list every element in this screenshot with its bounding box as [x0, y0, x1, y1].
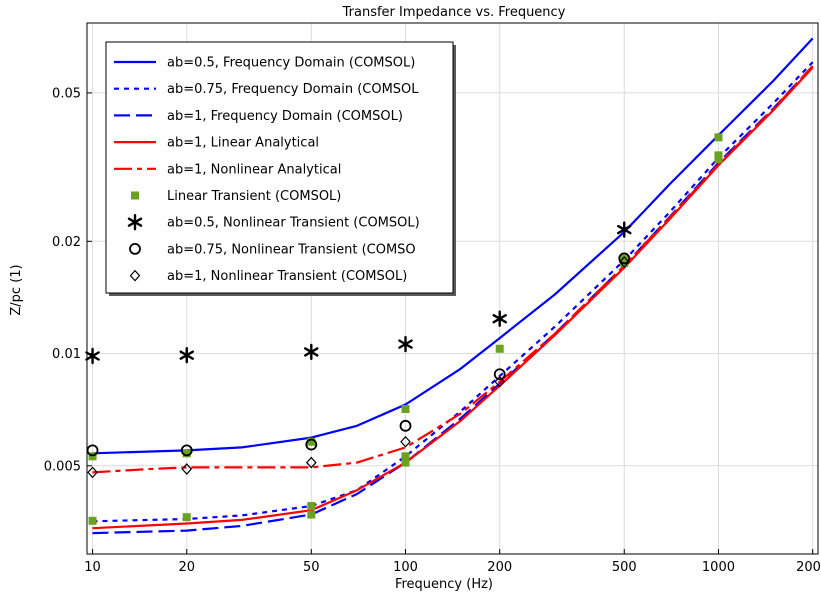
- legend-label: ab=1, Nonlinear Transient (COMSOL): [167, 269, 407, 284]
- data-point: [86, 444, 99, 457]
- x-axis-label: Frequency (Hz): [395, 577, 493, 592]
- series-line-1: [92, 61, 814, 523]
- legend-label: ab=1, Linear Analytical: [167, 136, 319, 151]
- data-point: [398, 335, 413, 353]
- data-point: [401, 452, 410, 461]
- legend-swatch: [129, 269, 141, 282]
- data-point: [618, 256, 630, 268]
- x-tick-label: 50: [303, 560, 320, 575]
- legend-label: ab=0.5, Nonlinear Transient (COMSOL): [167, 216, 420, 231]
- series-markers-8: [87, 256, 630, 479]
- legend-label: Linear Transient (COMSOL): [167, 189, 341, 204]
- data-point: [307, 510, 316, 519]
- data-point: [179, 346, 195, 364]
- data-point: [305, 438, 318, 451]
- series-line-4: [92, 65, 814, 474]
- data-point: [400, 435, 411, 448]
- data-point: [85, 347, 100, 365]
- legend-item-5: Linear Transient (COMSOL): [131, 189, 341, 204]
- data-point: [305, 456, 317, 469]
- y-tick-label: 0.02: [52, 235, 81, 250]
- data-point: [714, 155, 723, 164]
- legend-item-1: ab=0.75, Frequency Domain (COMSOL: [114, 82, 419, 97]
- x-tick-label: 20: [178, 560, 195, 575]
- legend-label: ab=1, Nonlinear Analytical: [167, 162, 341, 177]
- x-tick-label: 100: [393, 560, 418, 575]
- data-point: [307, 502, 316, 511]
- legend-label: ab=1, Frequency Domain (COMSOL): [167, 109, 403, 124]
- asterisk-stroke: [304, 347, 319, 357]
- legend-swatch: [131, 191, 139, 200]
- data-point: [399, 419, 412, 432]
- data-point: [401, 458, 410, 467]
- series-line-0: [92, 37, 814, 455]
- legend-swatch: [127, 213, 143, 231]
- data-point: [304, 343, 319, 361]
- y-tick-label: 0.05: [52, 86, 81, 101]
- asterisk-stroke: [492, 314, 507, 324]
- data-point: [307, 437, 316, 446]
- legend-item-3: ab=1, Linear Analytical: [114, 136, 319, 151]
- legend-box: [105, 41, 454, 294]
- legend-label: ab=0.5, Frequency Domain (COMSOL): [167, 56, 415, 71]
- asterisk-stroke: [85, 351, 100, 361]
- legend-label: ab=0.75, Nonlinear Transient (COMSO: [167, 242, 416, 257]
- chart-title: Transfer Impedance vs. Frequency: [342, 5, 566, 20]
- asterisk-stroke: [398, 339, 413, 349]
- asterisk-stroke: [127, 217, 143, 227]
- data-point: [492, 310, 507, 327]
- data-point: [87, 466, 98, 479]
- data-point: [88, 452, 97, 461]
- x-tick-label: 1000: [702, 560, 735, 575]
- data-point: [616, 221, 632, 238]
- legend-item-7: ab=0.75, Nonlinear Transient (COMSO: [129, 242, 416, 257]
- legend-label: ab=0.75, Frequency Domain (COMSOL: [167, 82, 419, 97]
- data-point: [618, 252, 631, 265]
- legend: ab=0.5, Frequency Domain (COMSOL) ab=0.75…: [105, 41, 456, 296]
- data-point: [620, 254, 629, 263]
- data-point: [495, 344, 504, 353]
- series-markers-7: [86, 252, 631, 457]
- y-tick-label: 0.005: [44, 459, 81, 474]
- x-tick-label: 10: [84, 560, 101, 575]
- y-axis-label: Z/pc (1): [9, 264, 24, 315]
- legend-item-8: ab=1, Nonlinear Transient (COMSOL): [129, 269, 407, 284]
- plot-frame: [86, 22, 819, 555]
- legend-item-4: ab=1, Nonlinear Analytical: [114, 162, 341, 177]
- asterisk-stroke: [179, 350, 195, 360]
- data-point: [182, 449, 191, 458]
- legend-item-2: ab=1, Frequency Domain (COMSOL): [114, 109, 403, 124]
- y-tick-label: 0.01: [52, 347, 81, 362]
- data-point: [401, 405, 410, 414]
- data-point: [493, 368, 506, 381]
- data-point: [181, 463, 193, 475]
- data-point: [494, 375, 506, 388]
- legend-item-6: ab=0.5, Nonlinear Transient (COMSOL): [127, 213, 420, 231]
- x-tick-label: 200: [487, 560, 512, 575]
- data-point: [714, 133, 723, 142]
- x-tick-label: 500: [612, 560, 637, 575]
- legend-item-0: ab=0.5, Frequency Domain (COMSOL): [114, 56, 415, 71]
- legend-entries: ab=0.5, Frequency Domain (COMSOL) ab=0.75…: [114, 56, 420, 284]
- data-point: [182, 513, 191, 522]
- asterisk-stroke: [616, 224, 632, 235]
- legend-swatch: [129, 242, 141, 255]
- data-point: [88, 516, 97, 525]
- data-point: [180, 444, 193, 457]
